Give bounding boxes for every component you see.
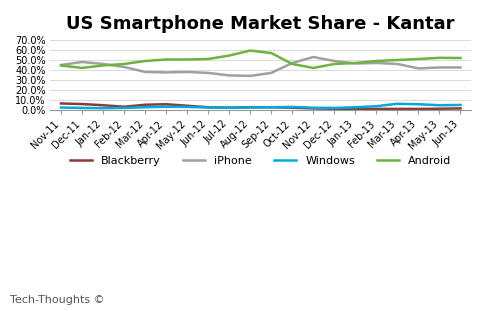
Android [353, 61, 358, 65]
Android [268, 51, 274, 55]
iPhone [353, 62, 358, 65]
iPhone [310, 55, 316, 59]
Blackberry [247, 105, 253, 109]
Android [289, 62, 295, 66]
Blackberry [353, 107, 358, 111]
iPhone [331, 59, 337, 63]
Android [142, 59, 148, 63]
Blackberry [163, 102, 169, 106]
Windows [226, 106, 232, 109]
Blackberry [121, 105, 127, 109]
Blackberry [58, 102, 64, 105]
Android [79, 66, 85, 70]
Blackberry [415, 107, 421, 111]
Windows [310, 106, 316, 109]
Blackberry [205, 105, 211, 109]
Windows [121, 106, 127, 110]
Legend: Blackberry, iPhone, Windows, Android: Blackberry, iPhone, Windows, Android [65, 151, 456, 170]
iPhone [100, 62, 106, 66]
Windows [184, 105, 190, 109]
Windows [205, 106, 211, 109]
iPhone [268, 71, 274, 75]
Android [374, 59, 380, 63]
Android [247, 49, 253, 53]
Windows [163, 105, 169, 109]
Android [458, 56, 464, 60]
Windows [142, 105, 148, 109]
Blackberry [310, 107, 316, 110]
Windows [79, 106, 85, 110]
iPhone [226, 73, 232, 77]
Windows [58, 106, 64, 109]
Windows [100, 106, 106, 110]
Windows [415, 102, 421, 106]
iPhone [184, 70, 190, 74]
Windows [458, 103, 464, 107]
iPhone [142, 70, 148, 74]
iPhone [436, 66, 442, 69]
Title: US Smartphone Market Share - Kantar: US Smartphone Market Share - Kantar [66, 15, 455, 33]
Windows [374, 104, 380, 108]
Android [394, 58, 400, 62]
Line: Windows: Windows [61, 104, 461, 108]
iPhone [58, 63, 64, 67]
Line: Android: Android [61, 51, 461, 68]
iPhone [458, 66, 464, 69]
Android [205, 57, 211, 61]
iPhone [79, 60, 85, 64]
Blackberry [331, 107, 337, 111]
Blackberry [184, 104, 190, 108]
iPhone [394, 62, 400, 66]
Android [331, 62, 337, 66]
Windows [289, 105, 295, 109]
iPhone [374, 61, 380, 65]
Blackberry [268, 105, 274, 109]
Android [310, 66, 316, 70]
Android [121, 62, 127, 66]
Windows [353, 105, 358, 109]
iPhone [121, 65, 127, 69]
Android [436, 56, 442, 60]
iPhone [415, 67, 421, 70]
iPhone [205, 71, 211, 75]
iPhone [289, 61, 295, 65]
Blackberry [100, 103, 106, 107]
Windows [436, 103, 442, 107]
Blackberry [458, 107, 464, 110]
Blackberry [79, 102, 85, 106]
Line: iPhone: iPhone [61, 57, 461, 76]
Blackberry [374, 107, 380, 111]
Blackberry [226, 106, 232, 109]
Android [226, 54, 232, 58]
Blackberry [394, 107, 400, 111]
Windows [268, 105, 274, 109]
Android [100, 63, 106, 67]
iPhone [163, 71, 169, 74]
Windows [394, 102, 400, 106]
Blackberry [289, 106, 295, 109]
Android [163, 58, 169, 61]
Windows [331, 106, 337, 110]
Android [415, 57, 421, 61]
Text: Tech-Thoughts ©: Tech-Thoughts © [10, 295, 105, 305]
Android [58, 63, 64, 67]
Blackberry [142, 103, 148, 107]
Blackberry [436, 107, 442, 111]
iPhone [247, 74, 253, 78]
Line: Blackberry: Blackberry [61, 104, 461, 109]
Android [184, 58, 190, 61]
Windows [247, 106, 253, 109]
